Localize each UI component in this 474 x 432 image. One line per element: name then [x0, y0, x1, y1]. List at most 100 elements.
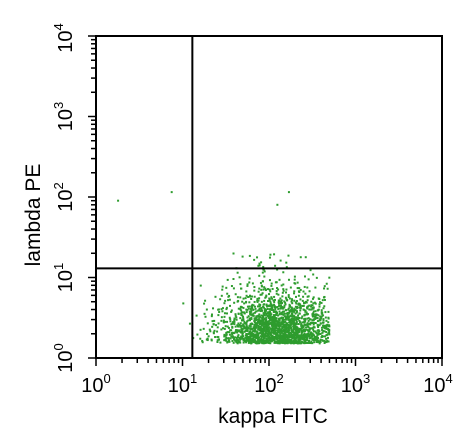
event-dot — [311, 333, 314, 336]
event-dot — [286, 334, 289, 337]
event-dot — [246, 316, 249, 319]
event-dot — [245, 332, 248, 335]
event-dot — [228, 340, 231, 343]
event-dot — [259, 319, 262, 322]
event-dot — [294, 325, 297, 328]
event-dot — [269, 315, 272, 318]
event-dot — [260, 335, 263, 338]
event-dot — [237, 307, 240, 310]
event-dot — [260, 329, 263, 332]
event-dot — [283, 321, 286, 324]
event-dot — [182, 302, 185, 305]
event-dot — [265, 320, 268, 323]
event-dot — [284, 291, 287, 294]
event-dot — [255, 342, 258, 345]
event-dot — [257, 319, 260, 322]
event-dot — [313, 313, 316, 316]
event-dot — [241, 255, 244, 258]
event-dot — [295, 325, 298, 328]
event-dot — [254, 339, 257, 342]
event-dot — [269, 290, 272, 293]
event-dot — [272, 320, 275, 323]
event-dot — [315, 313, 318, 316]
event-dot — [249, 334, 252, 337]
event-dot — [304, 292, 307, 295]
event-dot — [283, 315, 286, 318]
event-dot — [231, 340, 234, 343]
event-dot — [296, 329, 299, 332]
event-dot — [286, 338, 289, 341]
event-dot — [216, 339, 219, 342]
event-dot — [254, 307, 257, 310]
event-dot — [287, 278, 290, 281]
event-dot — [277, 339, 280, 342]
event-dot — [234, 314, 237, 317]
event-dot — [277, 299, 280, 302]
event-dot — [327, 310, 330, 313]
event-dot — [308, 290, 311, 293]
event-dot — [224, 325, 227, 328]
event-dot — [290, 298, 293, 301]
event-dot — [294, 309, 297, 312]
event-dot — [282, 340, 285, 343]
event-dot — [304, 319, 307, 322]
event-dot — [301, 315, 304, 318]
event-dot — [316, 339, 319, 342]
event-dot — [249, 325, 252, 328]
event-dot — [220, 328, 223, 331]
event-dot — [224, 339, 227, 342]
event-dot — [288, 339, 291, 342]
event-dot — [222, 321, 225, 324]
event-dot — [327, 329, 330, 332]
event-dot — [246, 283, 249, 286]
event-dot — [256, 320, 259, 323]
event-dot — [321, 328, 324, 331]
event-dot — [299, 306, 302, 309]
event-dot — [313, 335, 316, 338]
event-dot — [245, 337, 248, 340]
event-dot — [319, 322, 322, 325]
event-dot — [281, 311, 284, 314]
event-dot — [232, 252, 235, 255]
event-dot — [265, 312, 268, 315]
quadrant-gates — [96, 36, 442, 358]
event-dot — [300, 332, 303, 335]
event-dot — [287, 327, 290, 330]
event-dot — [258, 323, 261, 326]
event-dot — [250, 318, 253, 321]
event-dot — [294, 337, 297, 340]
event-dot — [302, 326, 305, 329]
event-dot — [325, 337, 328, 340]
event-dot — [205, 308, 208, 311]
event-dot — [248, 301, 251, 304]
event-dot — [305, 333, 308, 336]
event-dot — [267, 336, 270, 339]
event-dot — [243, 312, 246, 315]
event-dot — [323, 342, 326, 345]
event-dot — [223, 302, 226, 305]
event-dot — [284, 336, 287, 339]
event-dot — [202, 327, 205, 330]
event-dot — [272, 318, 275, 321]
event-dot — [263, 270, 266, 273]
event-dot — [278, 334, 281, 337]
event-dot — [261, 342, 264, 345]
event-dot — [310, 308, 313, 311]
event-dot — [254, 333, 257, 336]
event-dot — [216, 340, 219, 343]
event-dot — [283, 328, 286, 331]
event-dot — [241, 332, 244, 335]
event-dot — [251, 303, 254, 306]
event-dot — [247, 327, 250, 330]
event-dot — [320, 301, 323, 304]
event-dot — [248, 277, 251, 280]
event-dot — [300, 329, 303, 332]
x-axis-ticks: 100 101 102 103 104 — [81, 358, 453, 397]
event-dot — [296, 326, 299, 329]
event-dot — [248, 305, 251, 308]
event-dot — [309, 333, 312, 336]
event-dot — [268, 317, 271, 320]
event-dot — [225, 332, 228, 335]
event-dot — [250, 295, 253, 298]
event-dot — [238, 336, 241, 339]
